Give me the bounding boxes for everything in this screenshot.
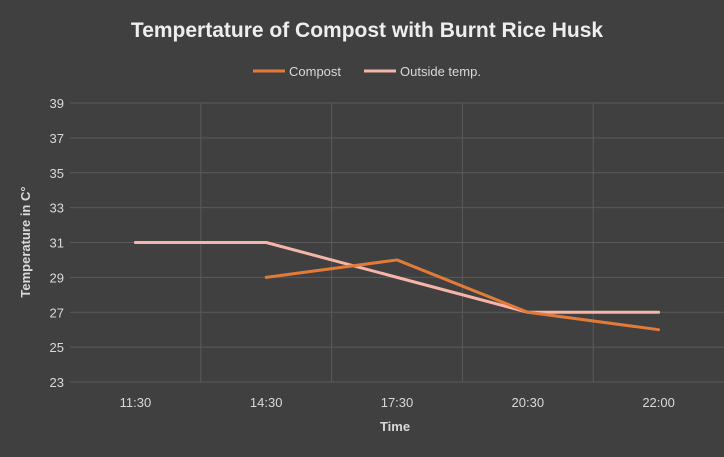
- x-axis-title: Time: [380, 419, 410, 434]
- x-tick-label: 22:00: [642, 395, 675, 410]
- y-tick-label: 31: [50, 236, 64, 251]
- x-tick-label: 11:30: [120, 395, 152, 410]
- y-tick-label: 37: [50, 131, 64, 146]
- legend-item: Outside temp.: [364, 64, 481, 79]
- legend-item: Compost: [253, 64, 341, 79]
- gridlines: [70, 102, 724, 383]
- x-axis-ticks: 11:30 14:30 17:30 20:30 22:00: [120, 395, 675, 410]
- y-tick-label: 35: [50, 166, 64, 181]
- y-tick-label: 29: [50, 270, 64, 285]
- y-tick-label: 33: [50, 201, 64, 216]
- y-axis-title: Temperature in C°: [18, 186, 33, 297]
- y-tick-label: 39: [50, 96, 64, 111]
- series-line: [264, 258, 661, 332]
- legend: Compost Outside temp.: [253, 64, 481, 79]
- legend-label: Compost: [289, 64, 341, 79]
- chart-title: Tempertature of Compost with Burnt Rice …: [131, 19, 603, 42]
- x-tick-label: 14:30: [250, 395, 283, 410]
- legend-label: Outside temp.: [400, 64, 481, 79]
- x-tick-label: 20:30: [512, 395, 545, 410]
- series-lines: [133, 241, 661, 332]
- y-axis-ticks: 23 25 27 29 31 33 35 37 39: [50, 96, 64, 390]
- x-tick-label: 17:30: [381, 395, 414, 410]
- y-tick-label: 25: [50, 340, 64, 355]
- y-tick-label: 27: [50, 305, 64, 320]
- series-line: [133, 241, 661, 314]
- y-tick-label: 23: [50, 375, 64, 390]
